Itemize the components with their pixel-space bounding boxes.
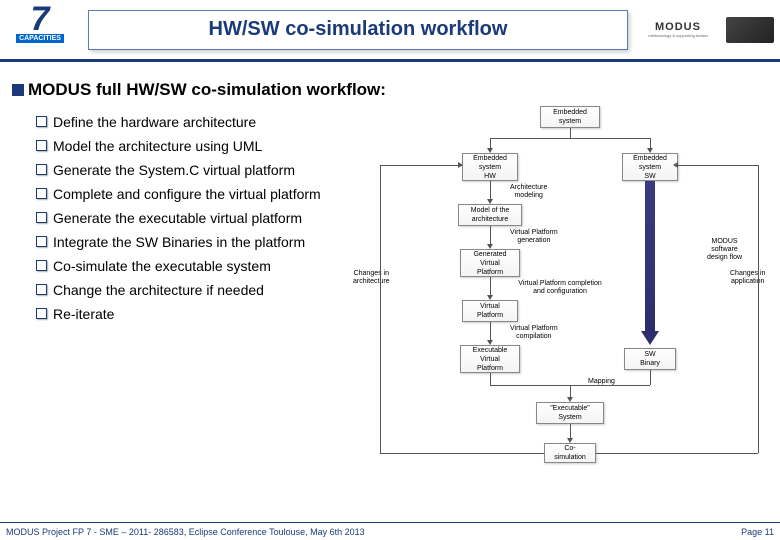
list-item: Define the hardware architecture (36, 110, 380, 134)
node-model-arch: Model of thearchitecture (458, 204, 522, 226)
label-vp-gen: Virtual Platformgeneration (510, 229, 558, 245)
workflow-diagram: Embeddedsystem EmbeddedsystemHW Embedded… (410, 110, 770, 510)
list-item: Integrate the SW Binaries in the platfor… (36, 230, 380, 254)
header: 7 CAPACITIES HW/SW co-simulation workflo… (0, 0, 780, 62)
node-exec-vp: ExecutableVirtualPlatform (460, 345, 520, 373)
node-sw-binary: SWBinary (624, 348, 676, 370)
section-title: MODUS full HW/SW co-simulation workflow: (12, 80, 768, 100)
label-arch-modeling: Architecturemodeling (510, 184, 547, 200)
annotation-changes-arch: Changes inarchitecture (353, 270, 390, 286)
footer-left: MODUS Project FP 7 - SME – 2011- 286583,… (6, 527, 365, 537)
label-vp-compile: Virtual Platformcompilation (510, 325, 558, 341)
node-embedded-hw: EmbeddedsystemHW (462, 153, 518, 181)
list-item: Change the architecture if needed (36, 278, 380, 302)
page-title: HW/SW co-simulation workflow (88, 10, 628, 50)
list-item: Generate the System.C virtual platform (36, 158, 380, 182)
list-item: Complete and configure the virtual platf… (36, 182, 380, 206)
partner-logo (726, 17, 774, 43)
node-embedded-sw: EmbeddedsystemSW (622, 153, 678, 181)
footer: MODUS Project FP 7 - SME – 2011- 286583,… (0, 522, 780, 540)
list-item: Co-simulate the executable system (36, 254, 380, 278)
list-item: Re-iterate (36, 302, 380, 326)
steps-list: Define the hardware architecture Model t… (0, 110, 380, 510)
list-item: Generate the executable virtual platform (36, 206, 380, 230)
node-cosim: Co-simulation (544, 443, 596, 463)
node-exec-system: "Executable"System (536, 402, 604, 424)
modus-logo: MODUS methodology & supporting toolset (636, 10, 720, 50)
big-arrow-sw (641, 181, 659, 345)
fp7-logo: 7 CAPACITIES (6, 4, 74, 56)
label-mapping: Mapping (588, 378, 615, 386)
label-vp-complete: Virtual Platform completionand configura… (510, 280, 610, 296)
node-generated-vp: GeneratedVirtualPlatform (460, 249, 520, 277)
footer-right: Page 11 (741, 527, 774, 537)
node-embedded-system: Embeddedsystem (540, 106, 600, 128)
node-virtual-platform: VirtualPlatform (462, 300, 518, 322)
list-item: Model the architecture using UML (36, 134, 380, 158)
